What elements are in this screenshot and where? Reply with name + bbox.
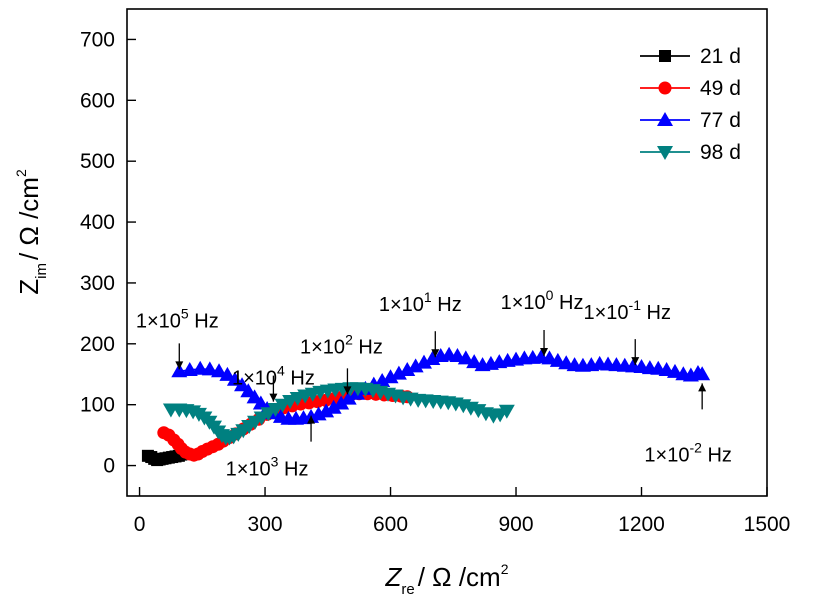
data-point xyxy=(211,363,228,378)
data-point xyxy=(466,354,483,369)
data-point xyxy=(318,403,335,418)
y-tick-label: 100 xyxy=(80,394,115,417)
data-point xyxy=(340,390,357,405)
data-point xyxy=(201,361,218,376)
data-point xyxy=(226,371,243,386)
annotation-label: 1×101 Hz xyxy=(379,289,462,316)
y-tick-label: 0 xyxy=(103,455,115,478)
frequency-annotation: 1×102 Hz xyxy=(300,331,383,395)
legend: 21 d 49 d 77 d 98 d xyxy=(640,45,741,164)
y-tick-label: 400 xyxy=(80,211,115,234)
x-tick-label: 1500 xyxy=(744,513,791,536)
annotation-label: 1×105 Hz xyxy=(136,305,219,332)
x-tick-label: 600 xyxy=(373,513,408,536)
data-marks xyxy=(141,346,711,467)
legend-label: 21 d xyxy=(700,45,741,68)
data-point xyxy=(390,365,407,380)
data-point xyxy=(415,354,432,369)
data-point xyxy=(333,395,350,410)
x-tick-label: 300 xyxy=(248,513,283,536)
annotation-label: 1×103 Hz xyxy=(226,454,309,481)
annotation-arrowhead xyxy=(307,415,316,424)
legend-label: 49 d xyxy=(700,77,741,100)
annotation-label: 1×10-1 Hz xyxy=(583,297,671,324)
legend-item-49-d: 49 d xyxy=(640,77,741,100)
frequency-annotation: 1×100 Hz xyxy=(501,287,584,356)
annotation-arrowhead xyxy=(540,347,549,356)
legend-item-21-d: 21 d xyxy=(640,45,741,68)
annotation-label: 1×100 Hz xyxy=(501,287,584,314)
annotation-label: 1×104 Hz xyxy=(232,363,315,390)
annotation-label: 1×102 Hz xyxy=(300,331,383,358)
y-tick-label: 500 xyxy=(80,150,115,173)
y-tick-label: 600 xyxy=(80,89,115,112)
annotation-arrowhead xyxy=(175,361,184,370)
annotation-arrowhead xyxy=(343,386,352,395)
x-tick-label: 1200 xyxy=(618,513,665,536)
series-98-d xyxy=(162,382,515,446)
series-21-d xyxy=(141,448,188,467)
frequency-annotation: 1×101 Hz xyxy=(379,289,462,358)
annotation-label: 1×10-2 Hz xyxy=(644,439,732,466)
legend-marker xyxy=(659,50,671,62)
frequency-annotation: 1×105 Hz xyxy=(136,305,219,370)
y-tick-label: 700 xyxy=(80,28,115,51)
legend-marker xyxy=(657,146,673,160)
annotation-arrowhead xyxy=(269,393,278,402)
legend-item-77-d: 77 d xyxy=(640,109,741,132)
y-axis-title: Zim/ Ω /cm2 xyxy=(13,169,50,295)
x-tick-label: 0 xyxy=(134,513,146,536)
x-tick-label: 900 xyxy=(498,513,533,536)
data-point xyxy=(407,358,424,373)
frequency-annotation: 1×103 Hz xyxy=(226,415,316,481)
frequency-annotation: 1×10-1 Hz xyxy=(583,297,671,366)
annotation-arrowhead xyxy=(698,383,707,392)
data-point xyxy=(325,399,342,414)
plot-frame xyxy=(126,8,768,497)
annotation-arrowhead xyxy=(431,349,440,358)
data-point xyxy=(374,372,391,387)
data-point xyxy=(382,369,399,384)
y-tick-label: 300 xyxy=(80,272,115,295)
series-77-d xyxy=(171,346,711,425)
data-point xyxy=(219,366,236,381)
legend-label: 98 d xyxy=(700,141,741,164)
frequency-annotations: 1×105 Hz 1×104 Hz 1×103 Hz 1×102 Hz 1×101 Hz… xyxy=(136,287,732,481)
legend-item-98-d: 98 d xyxy=(640,141,741,164)
data-point xyxy=(457,350,474,365)
data-point xyxy=(399,361,416,376)
axis-ticks: 0 300 600 900 1200 1500 0 100 200 300 400 500 600 700 xyxy=(80,28,790,536)
data-point xyxy=(498,404,515,419)
x-axis-title: Zre / Ω /cm2 xyxy=(384,561,508,598)
frequency-annotation: 1×104 Hz xyxy=(232,363,315,402)
annotation-arrowhead xyxy=(631,357,640,366)
legend-marker xyxy=(657,112,673,126)
data-point xyxy=(694,366,711,381)
y-tick-label: 200 xyxy=(80,333,115,356)
legend-label: 77 d xyxy=(700,109,741,132)
frequency-annotation: 1×10-2 Hz xyxy=(644,383,732,466)
legend-marker xyxy=(658,81,672,95)
